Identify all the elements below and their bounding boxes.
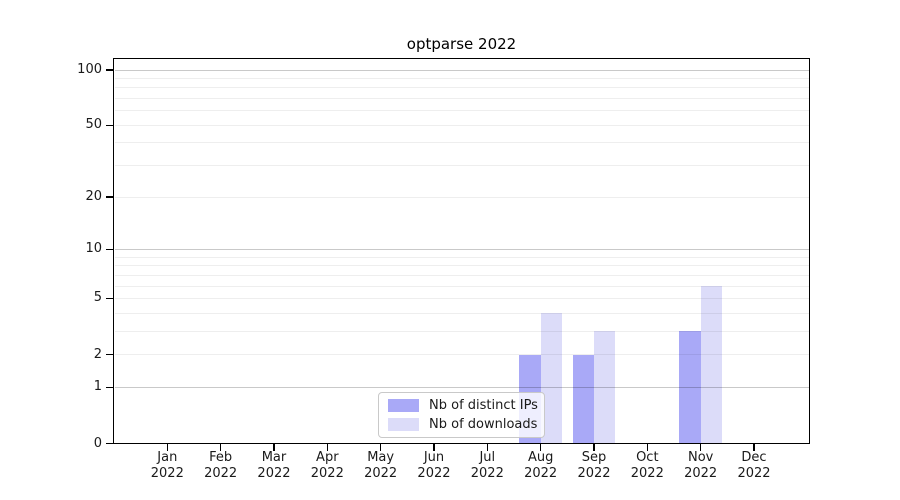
x-tick-label-month: Sep — [581, 450, 607, 465]
x-tick-label-month: Jul — [479, 450, 496, 465]
y-tick-label: 5 — [93, 290, 102, 306]
x-tick-label-year: 2022 — [737, 465, 771, 481]
legend-swatch-downloads — [388, 418, 419, 431]
x-tick-label-month: Feb — [209, 450, 233, 465]
gridline-minor — [114, 265, 809, 267]
x-tick — [219, 444, 222, 451]
x-tick-label-year: 2022 — [310, 465, 344, 481]
x-tick-label-year: 2022 — [150, 465, 184, 481]
gridline-major — [114, 248, 809, 250]
y-tick — [106, 196, 114, 198]
x-tick-label: Jul 2022 — [455, 450, 519, 481]
x-tick-label-month: Nov — [687, 450, 714, 465]
gridline-minor — [114, 274, 809, 276]
x-tick — [433, 444, 435, 451]
y-tick — [106, 442, 114, 445]
x-tick-label: Jun 2022 — [402, 450, 466, 481]
x-tick — [486, 444, 489, 451]
y-tick — [106, 69, 114, 71]
gridline-minor — [114, 124, 809, 126]
legend-label-distinct-ips: Nb of distinct IPs — [429, 398, 538, 413]
y-tick-label: 50 — [85, 117, 102, 133]
gridline-minor — [114, 165, 809, 167]
legend: Nb of distinct IPs Nb of downloads — [378, 392, 545, 438]
x-tick — [753, 444, 755, 451]
gridline-major — [114, 386, 809, 388]
gridline-minor — [114, 196, 809, 198]
x-tick-label-year: 2022 — [417, 465, 451, 481]
x-tick — [539, 444, 542, 451]
bar-nov-downloads — [700, 286, 723, 444]
x-tick-label-year: 2022 — [470, 465, 504, 481]
bar-nov-distinct-ips — [679, 331, 701, 444]
y-tick — [106, 386, 114, 389]
x-tick-label-month: Aug — [527, 450, 554, 465]
x-tick-label-month: May — [367, 450, 395, 465]
x-tick-label-year: 2022 — [684, 465, 718, 481]
x-tick-label: Aug 2022 — [509, 450, 573, 481]
x-tick-label: Mar 2022 — [242, 450, 306, 481]
x-tick-label: Feb 2022 — [189, 450, 253, 481]
gridline-major — [114, 69, 809, 71]
x-tick-label-month: Mar — [261, 450, 287, 465]
gridline-minor — [114, 297, 809, 299]
x-tick-label-year: 2022 — [257, 465, 291, 481]
y-tick — [106, 248, 114, 251]
x-tick-label-month: Oct — [636, 450, 659, 465]
x-tick — [166, 444, 169, 451]
gridline-minor — [114, 285, 809, 287]
x-tick-label-month: Jun — [423, 450, 445, 465]
gridline-minor — [114, 354, 809, 356]
x-tick-label-year: 2022 — [364, 465, 398, 481]
gridline-minor — [114, 98, 809, 100]
x-tick — [379, 444, 382, 451]
y-tick — [106, 353, 114, 356]
gridline-minor — [114, 312, 809, 314]
gridline-minor — [114, 110, 809, 112]
bar-sep-downloads — [593, 331, 616, 444]
x-tick-label: Sep 2022 — [562, 450, 626, 481]
gridline-minor — [114, 87, 809, 89]
x-tick-label-month: Jan — [157, 450, 178, 465]
x-tick-label-year: 2022 — [524, 465, 558, 481]
legend-label-downloads: Nb of downloads — [429, 417, 538, 432]
x-tick-label: May 2022 — [349, 450, 413, 481]
gridline-minor — [114, 256, 809, 258]
x-tick — [273, 444, 275, 451]
x-tick-label: Nov 2022 — [669, 450, 733, 481]
x-tick-label-year: 2022 — [577, 465, 611, 481]
x-tick — [326, 444, 329, 451]
bar-aug-downloads — [540, 313, 563, 444]
y-tick — [106, 297, 114, 300]
gridline-minor — [114, 142, 809, 144]
x-tick-label-year: 2022 — [630, 465, 664, 481]
y-tick-label: 0 — [93, 435, 102, 451]
x-tick — [699, 444, 702, 451]
gridline-minor — [114, 330, 809, 332]
x-tick-label: Oct 2022 — [615, 450, 679, 481]
x-tick-label: Apr 2022 — [295, 450, 359, 481]
legend-swatch-distinct-ips — [388, 399, 419, 412]
x-tick-label-month: Apr — [316, 450, 339, 465]
x-tick-label-year: 2022 — [204, 465, 238, 481]
x-tick-label: Jan 2022 — [135, 450, 199, 481]
x-tick — [593, 444, 595, 451]
y-tick-label: 100 — [77, 62, 102, 77]
x-tick-label-month: Dec — [741, 450, 767, 465]
y-tick-label: 1 — [93, 379, 102, 395]
y-tick-label: 2 — [93, 346, 102, 362]
chart-title: optparse 2022 — [406, 35, 517, 53]
legend-entry-downloads: Nb of downloads — [388, 417, 537, 432]
y-tick-label: 20 — [85, 189, 102, 205]
legend-entry-distinct-ips: Nb of distinct IPs — [388, 398, 538, 413]
x-tick-label: Dec 2022 — [722, 450, 786, 481]
y-tick — [106, 124, 114, 127]
x-tick — [646, 444, 649, 451]
y-tick-label: 10 — [85, 241, 102, 257]
gridline-minor — [114, 77, 809, 79]
bar-sep-distinct-ips — [572, 354, 594, 444]
